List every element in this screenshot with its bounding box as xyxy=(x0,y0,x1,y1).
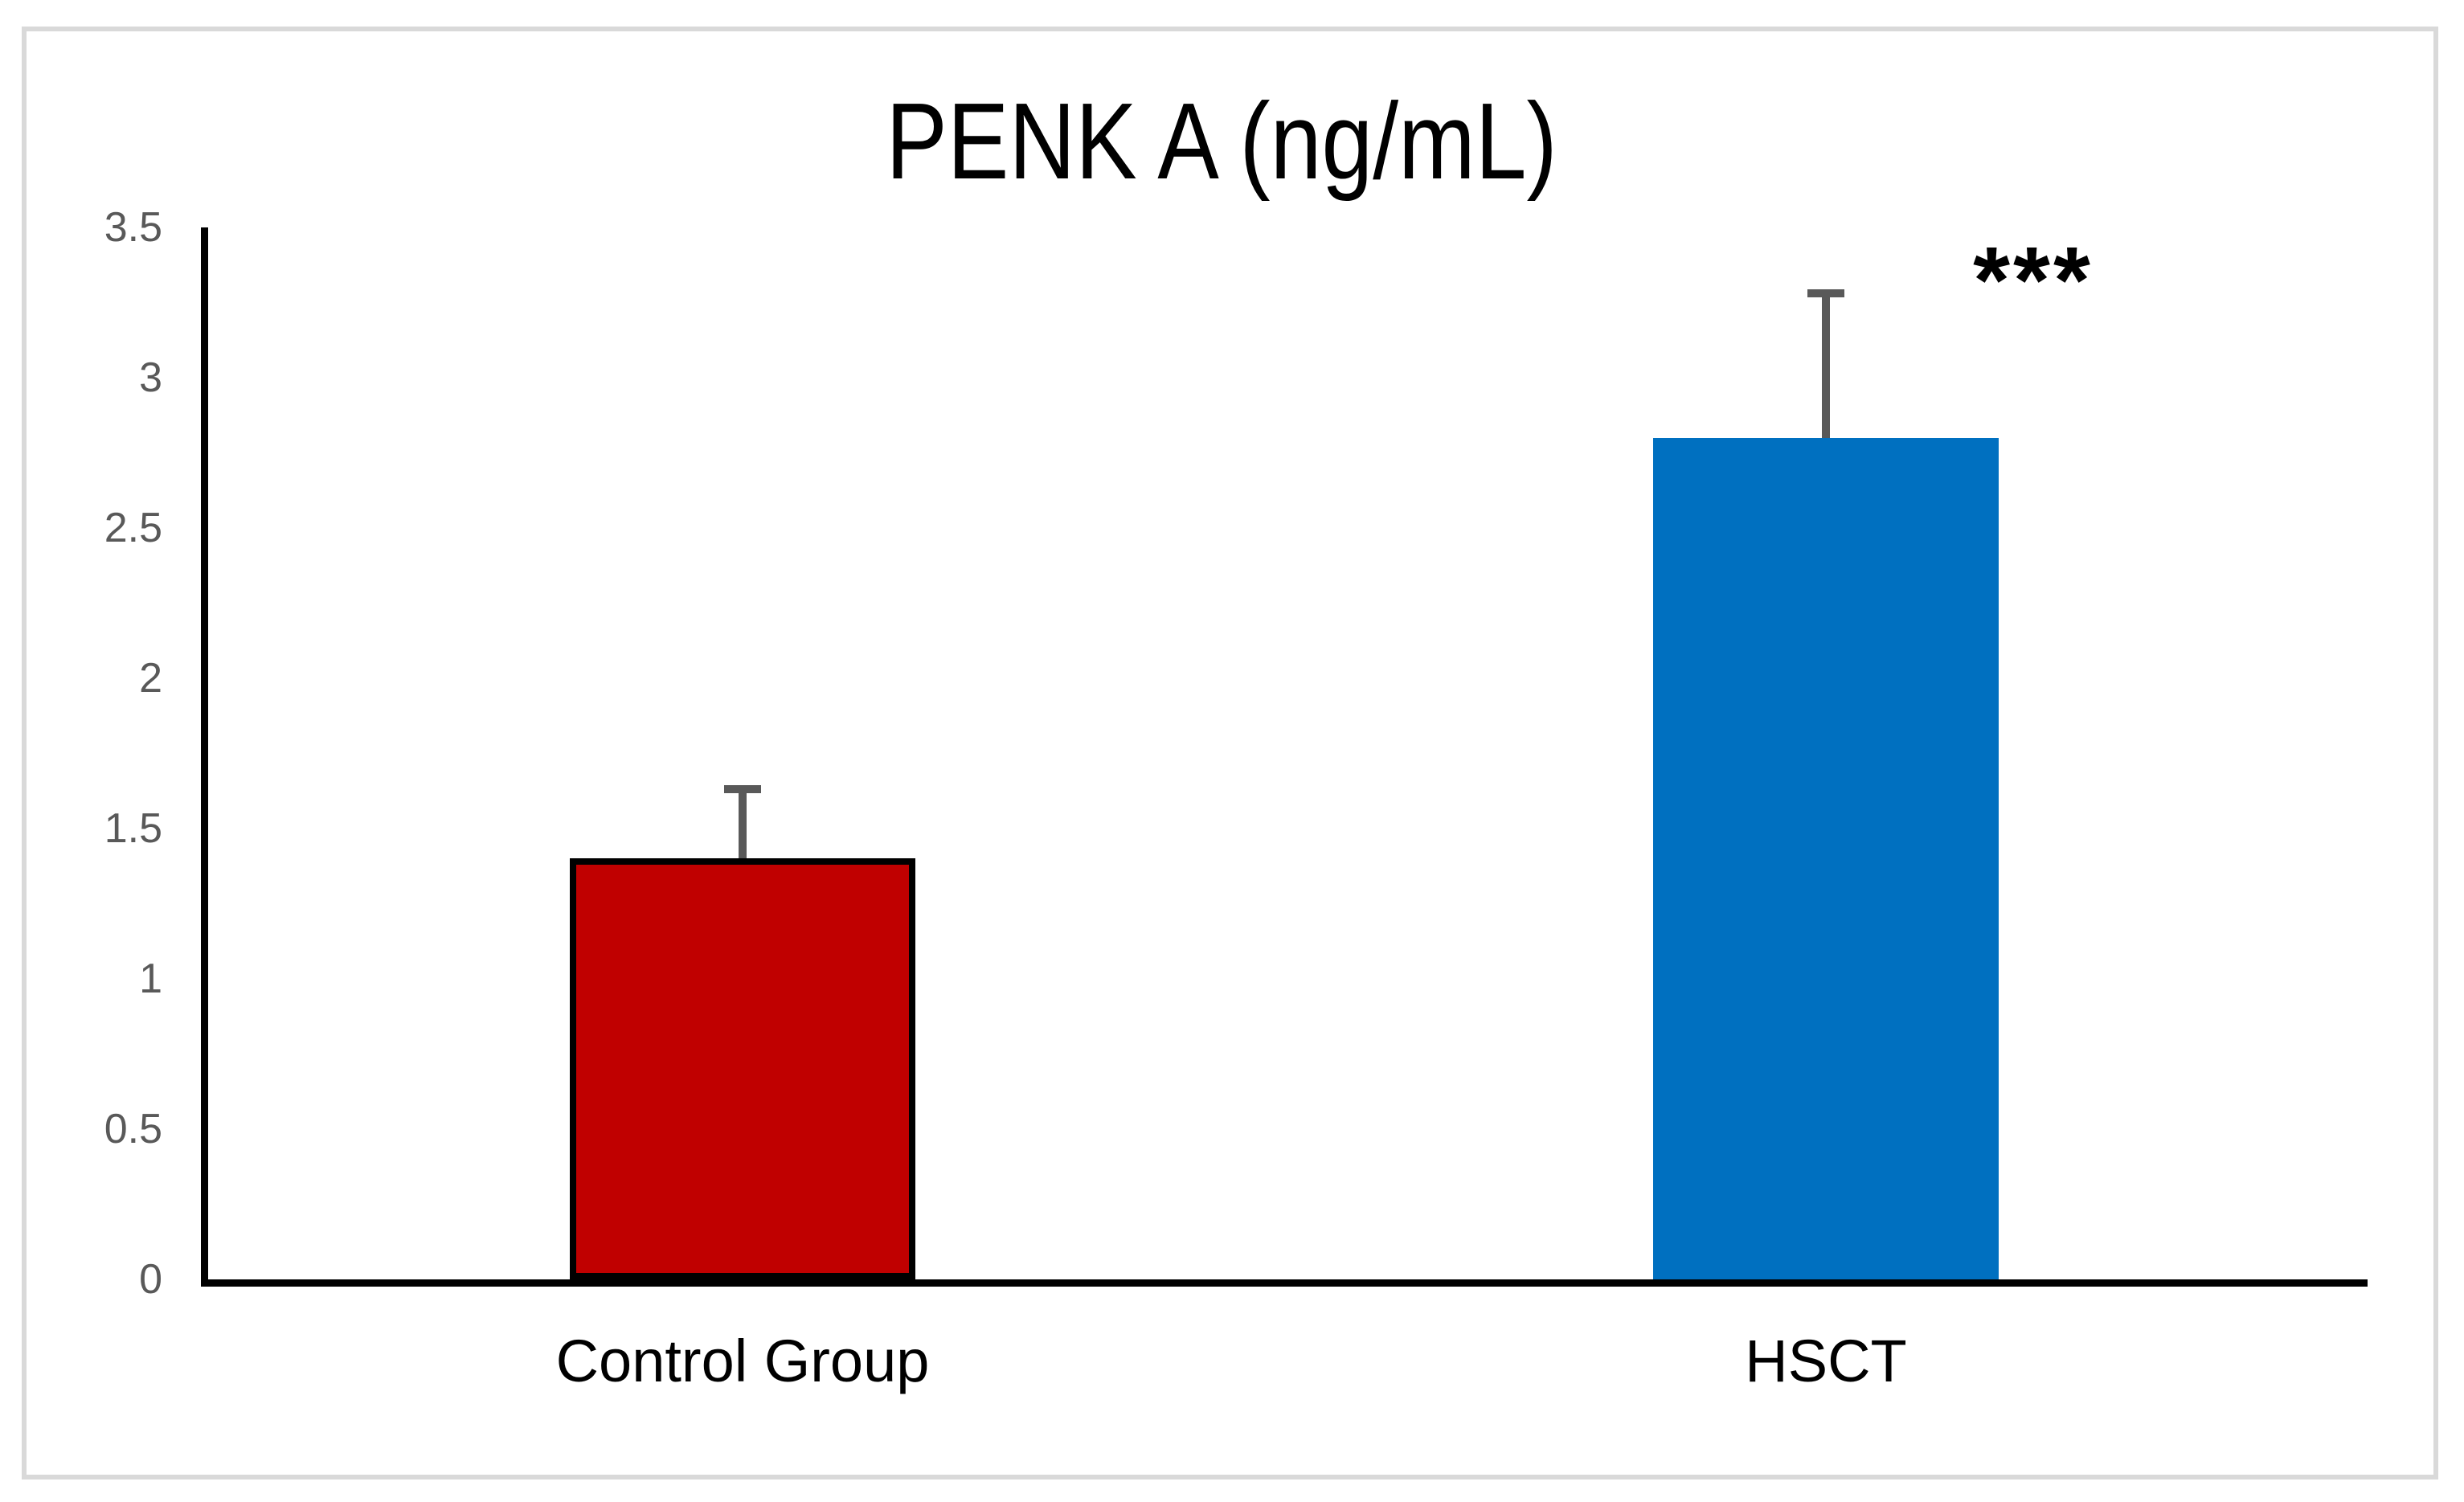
chart-border-frame xyxy=(22,27,2438,1479)
category-label-control-group: Control Group xyxy=(555,1328,930,1394)
bar-hsct xyxy=(1653,437,1999,1279)
error-bar-cap-hsct xyxy=(1807,289,1844,298)
significance-asterisks: *** xyxy=(1973,227,2094,334)
error-bar-control-group xyxy=(739,789,747,859)
bar-control-group xyxy=(570,858,915,1279)
x-axis-line xyxy=(201,1279,2368,1287)
y-tick-label-3-5: 3.5 xyxy=(104,204,162,251)
y-axis-line xyxy=(201,227,208,1287)
y-tick-label-3: 3 xyxy=(139,354,162,401)
y-tick-label-0: 0 xyxy=(139,1256,162,1303)
y-tick-label-0-5: 0.5 xyxy=(104,1106,162,1152)
chart-title: PENK A (ng/mL) xyxy=(886,80,1557,202)
y-tick-label-2-5: 2.5 xyxy=(104,505,162,551)
y-tick-label-2: 2 xyxy=(139,655,162,702)
y-tick-label-1: 1 xyxy=(139,956,162,1002)
error-bar-hsct xyxy=(1822,293,1830,438)
error-bar-cap-control-group xyxy=(724,785,761,794)
category-label-hsct: HSCT xyxy=(1745,1328,1907,1394)
y-tick-label-1-5: 1.5 xyxy=(104,805,162,852)
